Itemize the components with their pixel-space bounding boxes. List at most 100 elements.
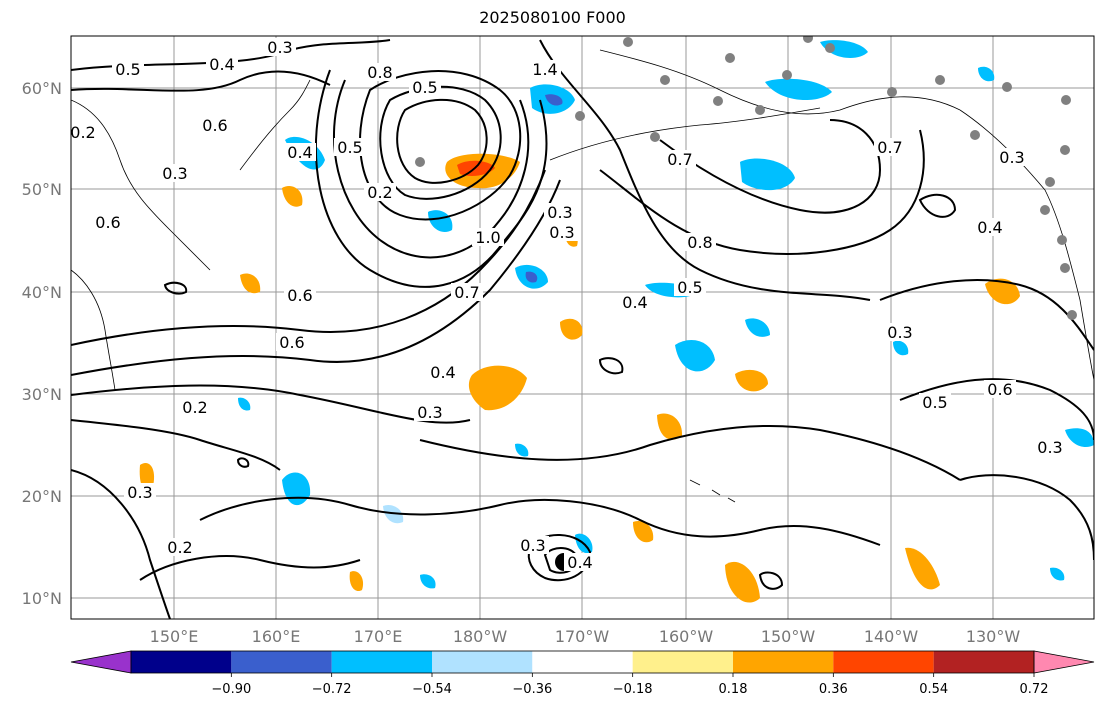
contour-label-bg [124,483,156,501]
colorbar-label: 0.54 [919,682,948,697]
contour-label-bg [164,538,196,556]
cool-core [525,271,538,283]
cool-patch [238,397,251,411]
contour-label-bg [517,536,549,554]
contour-label: 0.2 [367,183,392,202]
contour-label: 0.3 [127,483,152,502]
cool-patch [893,340,909,356]
colorbar-label: −0.90 [211,682,251,697]
station-dot [1067,310,1077,320]
station-dot [660,75,670,85]
lon-tick-label: 170°E [354,627,403,646]
warm-patch [985,278,1020,305]
lat-tick-label: 40°N [22,283,62,302]
contour-line [71,169,546,346]
contour-line [236,457,250,468]
aleutian-chain [549,107,821,161]
contour-label-bg [919,393,951,411]
contour-label: 1.4 [532,60,557,79]
warm-patch [725,561,760,603]
contour-label: 0.6 [287,286,312,305]
contour-line [199,496,881,546]
cool-patch [1065,428,1094,448]
contour-label: 0.6 [202,116,227,135]
contour-line [758,571,784,590]
colorbar-label: −0.36 [512,682,552,697]
contour-label: 0.3 [549,223,574,242]
contour-label: 0.3 [887,323,912,342]
colorbar-label: 0.72 [1020,682,1049,697]
contour-label: 0.7 [667,150,692,169]
cool-patch [1050,567,1065,581]
colorbar-segment [933,651,1034,673]
lon-tick-label: 160°E [252,627,301,646]
contour-label: 0.4 [287,143,312,162]
contour-line [899,378,1094,441]
lat-tick-label: 60°N [22,79,62,98]
coastline-asia [71,99,211,271]
contour-label: 0.8 [367,63,392,82]
latitude-ticks: 60°N 50°N 40°N 30°N 20°N 10°N [22,79,62,608]
colorbar-segment [231,651,332,673]
contour-label-bg [199,116,231,134]
contour-label: 0.5 [677,278,702,297]
warm-patch [633,520,654,543]
contour-line [527,534,592,582]
contour-label-bg [619,293,651,311]
contour-line [599,129,925,255]
colorbar-segment [532,651,633,673]
contour-label: 0.7 [454,283,479,302]
contour-label-bg [996,148,1028,166]
station-dot [887,87,897,97]
contour-label: 0.4 [977,218,1002,237]
colorbar-segment [833,651,934,673]
contour-label-bg [276,333,308,351]
contour-label: 0.6 [95,213,120,232]
contour-label: 0.2 [182,398,207,417]
contour-label-bg [451,283,483,301]
contour-label-bg [112,60,144,78]
map-frame [70,35,1095,620]
contour-label: 0.6 [987,380,1012,399]
colorbar-label: −0.18 [613,682,653,697]
cool-patch [420,574,436,589]
station-dot [970,130,980,140]
longitude-ticks: 150°E 160°E 170°E 180°W 170°W 160°W 150°W 140°W… [150,627,1021,646]
station-dot [935,75,945,85]
contour-label-bg [284,286,316,304]
contour-label-bg [364,183,396,201]
contour-label-bg [414,403,446,421]
contour-label: 0.7 [877,138,902,157]
station-dot [755,105,765,115]
warm-patch [282,185,303,207]
contour-line [333,79,530,259]
contour-label: 0.5 [922,393,947,412]
station-dot [782,70,792,80]
cool-patch [765,78,832,101]
coastline-kamchatka [239,79,311,171]
lon-tick-label: 170°W [555,627,610,646]
contour-label-bg [364,63,396,81]
contour-label-bg [284,143,316,161]
warm-patch [240,273,261,294]
cool-core [545,94,563,106]
station-dot [650,132,660,142]
contour-label-bg [544,203,576,221]
contour-label-bg [264,38,296,56]
contour-label: 0.4 [567,553,592,572]
contour-label: 0.5 [412,78,437,97]
contour-line [71,70,331,92]
warm-patch [657,413,683,440]
warm-patch [735,369,768,392]
contour-label: 0.3 [1037,438,1062,457]
contour-line [163,281,188,295]
colorbar-frame [130,650,1035,674]
cool-patch [675,340,715,372]
warm-patch [560,318,583,340]
colorbar-label: 0.18 [719,682,748,697]
contour-label-bg [684,233,716,251]
contour-label-bg [546,223,578,241]
colorbar-max-extension [1033,650,1095,674]
contour-line [71,384,471,424]
contour-label-bg [427,363,459,381]
